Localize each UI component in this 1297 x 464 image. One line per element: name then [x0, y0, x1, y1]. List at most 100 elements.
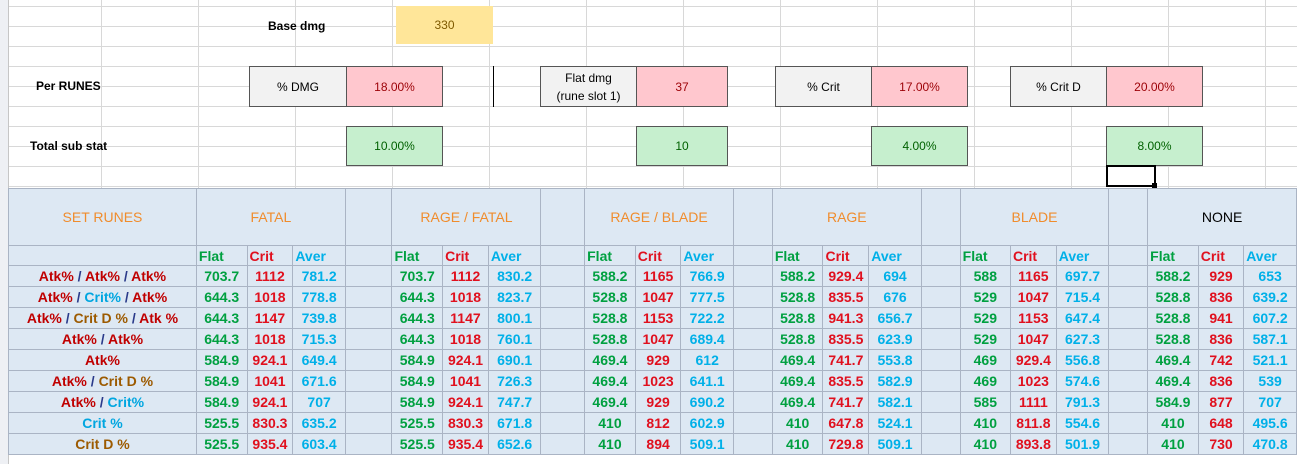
subheader-flat[interactable]: Flat: [771, 245, 824, 266]
spacer-cell[interactable]: [344, 433, 393, 455]
subheader-flat[interactable]: Flat: [195, 245, 248, 266]
value-cell-crit[interactable]: 893.8: [1009, 433, 1057, 455]
spacer-cell[interactable]: [732, 328, 773, 350]
value-cell-aver[interactable]: 671.6: [292, 370, 346, 392]
subheader-aver[interactable]: Aver: [680, 245, 734, 266]
spacer-cell[interactable]: [344, 188, 393, 246]
base-dmg-value[interactable]: 330: [396, 6, 493, 44]
value-cell-crit[interactable]: 742: [1197, 349, 1245, 371]
value-cell-crit[interactable]: 836: [1197, 328, 1245, 350]
spacer-cell[interactable]: [1108, 349, 1149, 371]
spacer-cell[interactable]: [732, 188, 773, 246]
value-cell-aver[interactable]: 690.2: [680, 391, 734, 413]
value-cell-flat[interactable]: 528.8: [771, 286, 824, 308]
value-cell-flat[interactable]: 469: [959, 349, 1011, 371]
value-cell-aver[interactable]: 707: [292, 391, 346, 413]
value-cell-crit[interactable]: 1023: [1009, 370, 1057, 392]
value-cell-flat[interactable]: 410: [771, 412, 824, 434]
set-header-0[interactable]: FATAL: [195, 188, 346, 246]
value-cell-flat[interactable]: 588.2: [1147, 265, 1199, 287]
row-label[interactable]: Atk% / Crit% / Atk%: [8, 286, 197, 308]
value-cell-aver[interactable]: 582.9: [868, 370, 922, 392]
spacer-cell[interactable]: [1108, 328, 1149, 350]
value-cell-crit[interactable]: 741.7: [822, 391, 870, 413]
value-cell-flat[interactable]: 469.4: [584, 370, 636, 392]
value-cell-crit[interactable]: 929.4: [822, 265, 870, 287]
subheader-flat[interactable]: Flat: [1147, 245, 1199, 266]
value-cell-aver[interactable]: 791.3: [1055, 391, 1110, 413]
value-cell-crit[interactable]: 1018: [246, 286, 294, 308]
value-cell-aver[interactable]: 509.1: [868, 433, 922, 455]
subheader-crit[interactable]: Crit: [1009, 245, 1057, 266]
subheader-flat[interactable]: Flat: [391, 245, 444, 266]
value-cell-crit[interactable]: 647.8: [822, 412, 870, 434]
spacer-cell[interactable]: [344, 349, 393, 371]
spacer-cell[interactable]: [344, 245, 393, 266]
value-cell-crit[interactable]: 924.1: [246, 349, 294, 371]
value-cell-flat[interactable]: 584.9: [391, 370, 444, 392]
subheader-flat[interactable]: Flat: [584, 245, 636, 266]
spacer-cell[interactable]: [540, 265, 586, 287]
fill-handle[interactable]: [1152, 183, 1157, 188]
value-cell-aver[interactable]: 509.1: [680, 433, 734, 455]
value-cell-crit[interactable]: 730: [1197, 433, 1245, 455]
value-cell-flat[interactable]: 584.9: [1147, 391, 1199, 413]
set-header-2[interactable]: RAGE / BLADE: [584, 188, 734, 246]
spacer-cell[interactable]: [732, 391, 773, 413]
value-cell-aver[interactable]: 778.8: [292, 286, 346, 308]
value-cell-aver[interactable]: 539: [1243, 370, 1297, 392]
value-cell-aver[interactable]: 607.2: [1243, 307, 1297, 329]
value-cell-flat[interactable]: 644.3: [391, 328, 444, 350]
value-cell-crit[interactable]: 830.3: [246, 412, 294, 434]
value-cell-crit[interactable]: 836: [1197, 286, 1245, 308]
value-cell-flat[interactable]: 584.9: [195, 370, 248, 392]
value-cell-flat[interactable]: 528.8: [1147, 307, 1199, 329]
value-cell-crit[interactable]: 1041: [442, 370, 489, 392]
value-cell-crit[interactable]: 1111: [1009, 391, 1057, 413]
flat-dmg-value[interactable]: 37: [636, 66, 728, 107]
spacer-cell[interactable]: [732, 370, 773, 392]
value-cell-flat[interactable]: 525.5: [391, 412, 444, 434]
value-cell-flat[interactable]: 644.3: [391, 307, 444, 329]
value-cell-crit[interactable]: 1047: [634, 328, 682, 350]
value-cell-flat[interactable]: 528.8: [1147, 286, 1199, 308]
value-cell-aver[interactable]: 635.2: [292, 412, 346, 434]
value-cell-aver[interactable]: 470.8: [1243, 433, 1297, 455]
spacer-cell[interactable]: [732, 412, 773, 434]
value-cell-aver[interactable]: 747.7: [487, 391, 542, 413]
value-cell-aver[interactable]: 501.9: [1055, 433, 1110, 455]
value-cell-crit[interactable]: 935.4: [442, 433, 489, 455]
spacer-cell[interactable]: [920, 245, 961, 266]
spacer-cell[interactable]: [920, 265, 961, 287]
row-label[interactable]: Atk% / Atk% / Atk%: [8, 265, 197, 287]
spacer-cell[interactable]: [1108, 188, 1149, 246]
value-cell-flat[interactable]: 525.5: [195, 433, 248, 455]
spacer-cell[interactable]: [920, 188, 961, 246]
subheader-flat[interactable]: Flat: [959, 245, 1011, 266]
value-cell-flat[interactable]: 469.4: [584, 391, 636, 413]
set-header-5[interactable]: NONE: [1147, 188, 1297, 246]
value-cell-flat[interactable]: 528.8: [584, 328, 636, 350]
subheader-crit[interactable]: Crit: [246, 245, 294, 266]
value-cell-flat[interactable]: 469.4: [771, 370, 824, 392]
value-cell-flat[interactable]: 529: [959, 286, 1011, 308]
spacer-cell[interactable]: [540, 188, 586, 246]
value-cell-flat[interactable]: 469.4: [584, 349, 636, 371]
value-cell-aver[interactable]: 766.9: [680, 265, 734, 287]
subheader-crit[interactable]: Crit: [442, 245, 489, 266]
spacer-cell[interactable]: [732, 307, 773, 329]
spacer-cell[interactable]: [920, 391, 961, 413]
row-label[interactable]: Crit D %: [8, 433, 197, 455]
value-cell-aver[interactable]: 739.8: [292, 307, 346, 329]
value-cell-aver[interactable]: 623.9: [868, 328, 922, 350]
pct-dmg-value[interactable]: 18.00%: [346, 66, 443, 107]
spacer-cell[interactable]: [1108, 265, 1149, 287]
value-cell-crit[interactable]: 729.8: [822, 433, 870, 455]
value-cell-flat[interactable]: 528.8: [1147, 328, 1199, 350]
spacer-cell[interactable]: [920, 307, 961, 329]
value-cell-flat[interactable]: 584.9: [195, 349, 248, 371]
value-cell-aver[interactable]: 495.6: [1243, 412, 1297, 434]
value-cell-aver[interactable]: 554.6: [1055, 412, 1110, 434]
value-cell-crit[interactable]: 836: [1197, 370, 1245, 392]
value-cell-crit[interactable]: 941.3: [822, 307, 870, 329]
